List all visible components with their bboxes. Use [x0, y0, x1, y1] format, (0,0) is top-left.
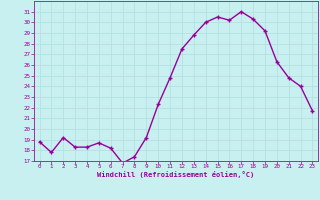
- X-axis label: Windchill (Refroidissement éolien,°C): Windchill (Refroidissement éolien,°C): [97, 171, 255, 178]
